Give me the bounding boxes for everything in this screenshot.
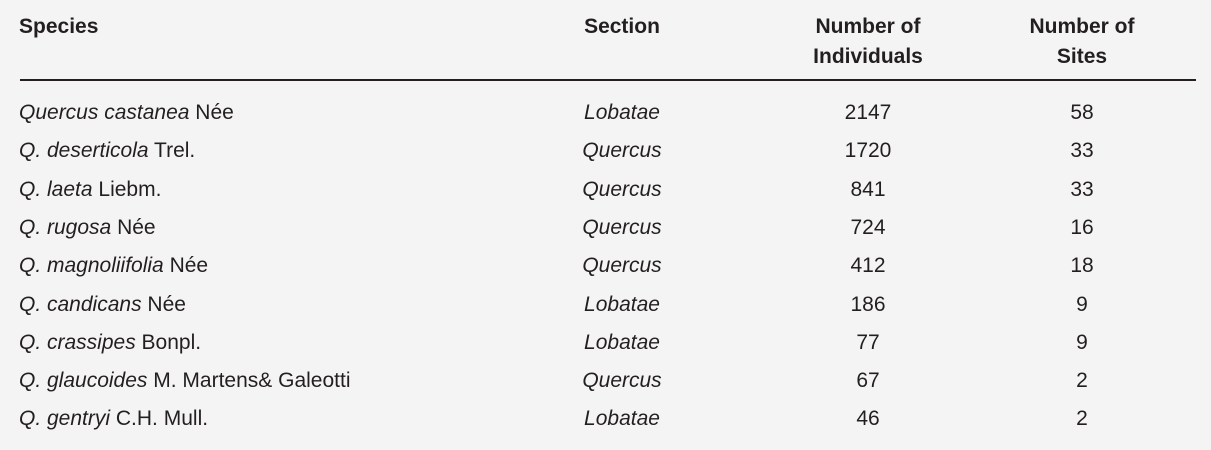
header-sites-line1: Number of [1029,15,1135,38]
header-sites-line2: Sites [1056,45,1108,68]
individuals-cell: 412 [850,254,886,278]
species-authority: Née [195,101,234,124]
section-cell: Quercus [582,139,662,163]
sites-cell: 16 [1070,215,1094,239]
species-cell: Q. gentryi C.H. Mull. [19,400,208,438]
sites-cell: 33 [1070,139,1094,163]
species-cell: Q. laeta Liebm. [19,171,161,209]
header-section: Section [584,15,660,38]
individuals-cell: 46 [856,407,880,431]
species-name: Q. glaucoides [19,369,148,393]
table-row: Q. rugosa Née Quercus 724 16 [0,209,1211,247]
header-individuals-line1: Number of [815,15,921,38]
species-name: Q. rugosa [19,215,112,239]
species-cell: Q. crassipes Bonpl. [19,324,201,362]
table-row: Q. laeta Liebm. Quercus 841 33 [0,171,1211,209]
species-cell: Q. candicans Née [19,286,186,324]
species-name: Q. magnoliifolia [19,254,164,278]
section-cell: Quercus [582,254,662,278]
individuals-cell: 2147 [844,101,892,124]
table-row: Q. gentryi C.H. Mull. Lobatae 46 2 [0,400,1211,438]
table-row: Q. crassipes Bonpl. Lobatae 77 9 [0,324,1211,362]
species-cell: Quercus castanea Née [19,94,234,132]
sites-cell: 33 [1070,177,1094,201]
species-authority: Née [169,254,209,278]
species-name: Q. candicans [19,292,142,316]
sites-cell: 18 [1070,254,1094,278]
species-cell: Q. glaucoides M. Martens& Galeotti [19,362,351,400]
species-authority: Née [147,292,186,316]
table-row: Q. glaucoides M. Martens& Galeotti Quercu… [0,362,1211,400]
species-authority: Née [117,215,156,239]
species-cell: Q. magnoliifolia Née [19,247,208,285]
sites-cell: 58 [1070,101,1094,124]
species-name: Q. gentryi [19,407,111,431]
header-rule [20,79,1196,81]
species-name: Quercus castanea [19,101,190,124]
table-row: Q. candicans Née Lobatae 186 9 [0,286,1211,324]
section-cell: Lobatae [584,330,660,354]
sites-cell: 9 [1076,330,1088,354]
individuals-cell: 186 [850,292,886,316]
sites-cell: 9 [1076,292,1088,316]
species-cell: Q. deserticola Trel. [19,132,195,170]
table-row: Q. deserticola Trel. Quercus 1720 33 [0,132,1211,170]
species-name: Q. laeta [19,177,93,201]
individuals-cell: 1720 [844,139,892,163]
section-cell: Lobatae [584,101,660,124]
species-authority: Bonpl. [141,330,202,354]
section-cell: Quercus [582,215,662,239]
individuals-cell: 724 [850,215,886,239]
species-authority: M. Martens& Galeotti [153,369,351,393]
header-individuals: Number of Individuals [768,12,968,72]
sites-cell: 2 [1076,369,1088,393]
individuals-cell: 77 [856,330,880,354]
species-cell: Q. rugosa Née [19,209,156,247]
section-cell: Quercus [582,369,662,393]
section-cell: Quercus [582,177,662,201]
individuals-cell: 841 [850,177,886,201]
header-individuals-line2: Individuals [813,45,923,68]
individuals-cell: 67 [856,369,880,393]
species-name: Q. crassipes [19,330,136,354]
table-row: Q. magnoliifolia Née Quercus 412 18 [0,247,1211,285]
header-species: Species [19,15,99,38]
species-authority: Trel. [154,139,196,163]
sites-cell: 2 [1076,407,1088,431]
section-cell: Lobatae [584,407,660,431]
species-authority: Liebm. [98,177,162,201]
section-cell: Lobatae [584,292,660,316]
table-row: Quercus castanea Née Lobatae 2147 58 [0,94,1211,132]
species-name: Q. deserticola [19,139,149,163]
header-sites: Number of Sites [982,12,1182,72]
species-authority: C.H. Mull. [115,407,209,431]
